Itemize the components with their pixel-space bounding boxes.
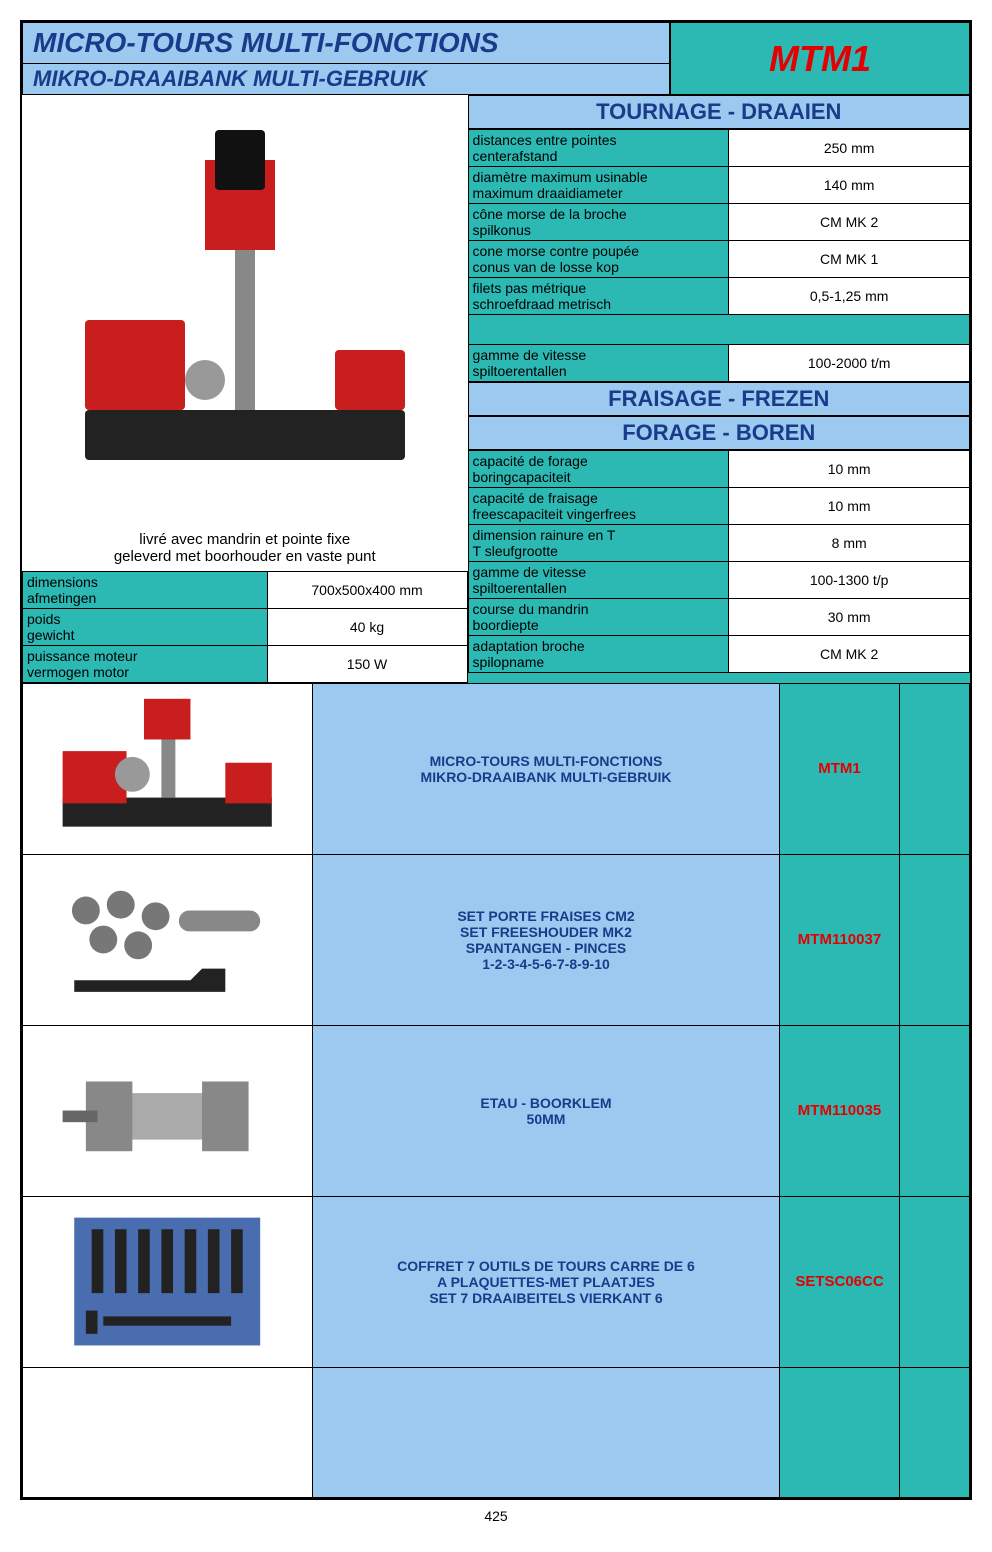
spec-value: 10 mm <box>729 488 970 525</box>
product-spare <box>900 684 970 855</box>
product-code: MTM1 <box>780 684 900 855</box>
product-code: MTM110037 <box>780 854 900 1025</box>
spec-row: course du mandrinboordiepte30 mm <box>468 599 969 636</box>
spec-row: cone morse contre poupéeconus van de los… <box>468 241 969 278</box>
spec-row: filets pas métriqueschroefdraad metrisch… <box>468 278 969 315</box>
title-nl: MIKRO-DRAAIBANK MULTI-GEBRUIK <box>22 63 670 95</box>
spec-label: diamètre maximum usinablemaximum draaidi… <box>468 167 729 204</box>
product-description: MICRO-TOURS MULTI-FONCTIONSMIKRO-DRAAIBA… <box>313 684 780 855</box>
spec-value: 0,5-1,25 mm <box>729 278 970 315</box>
spec-label: distances entre pointescenterafstand <box>468 130 729 167</box>
spec-row: cône morse de la brochespilkonusCM MK 2 <box>468 204 969 241</box>
product-spare <box>900 1367 970 1497</box>
product-description: SET PORTE FRAISES CM2SET FREESHOUDER MK2… <box>313 854 780 1025</box>
right-column: TOURNAGE - DRAAIEN distances entre point… <box>468 95 970 683</box>
product-image <box>23 1367 313 1497</box>
spec-label: gamme de vitessespiltoerentallen <box>468 562 729 599</box>
title-fr: MICRO-TOURS MULTI-FONCTIONS <box>22 22 670 63</box>
catalog-page: MICRO-TOURS MULTI-FONCTIONS MIKRO-DRAAIB… <box>20 20 972 1500</box>
product-spare <box>900 854 970 1025</box>
product-row <box>23 1367 970 1497</box>
spec-label: dimensionsafmetingen <box>23 572 268 609</box>
spec-value: CM MK 2 <box>729 636 970 673</box>
header-titles: MICRO-TOURS MULTI-FONCTIONS MIKRO-DRAAIB… <box>22 22 670 95</box>
caption: livré avec mandrin et pointe fixe geleve… <box>22 525 468 571</box>
product-description: COFFRET 7 OUTILS DE TOURS CARRE DE 6A PL… <box>313 1196 780 1367</box>
spec-label: puissance moteurvermogen motor <box>23 646 268 683</box>
spec-gap <box>468 315 969 345</box>
spec-label: adaptation brochespilopname <box>468 636 729 673</box>
product-code <box>780 1367 900 1497</box>
spec-label: poidsgewicht <box>23 609 268 646</box>
product-image <box>23 854 313 1025</box>
section-tournage: TOURNAGE - DRAAIEN <box>468 95 970 129</box>
spec-row: poidsgewicht40 kg <box>23 609 468 646</box>
spec-row: gamme de vitessespiltoerentallen100-1300… <box>468 562 969 599</box>
spec-row: distances entre pointescenterafstand250 … <box>468 130 969 167</box>
spec-row: capacité de fraisagefreescapaciteit ving… <box>468 488 969 525</box>
spec-label: course du mandrinboordiepte <box>468 599 729 636</box>
spec-row: puissance moteurvermogen motor150 W <box>23 646 468 683</box>
product-image <box>23 684 313 855</box>
spec-label: cône morse de la brochespilkonus <box>468 204 729 241</box>
spec-label: filets pas métriqueschroefdraad metrisch <box>468 278 729 315</box>
product-image <box>23 1196 313 1367</box>
spec-label: dimension rainure en TT sleufgrootte <box>468 525 729 562</box>
spec-row: capacité de forageboringcapaciteit10 mm <box>468 451 969 488</box>
spec-value: 100-2000 t/m <box>729 345 970 382</box>
spec-row: dimension rainure en TT sleufgrootte8 mm <box>468 525 969 562</box>
spec-value: CM MK 2 <box>729 204 970 241</box>
spec-value: 140 mm <box>729 167 970 204</box>
product-spare <box>900 1196 970 1367</box>
model-code: MTM1 <box>670 22 970 95</box>
product-image <box>23 1025 313 1196</box>
spec-value: 700x500x400 mm <box>267 572 467 609</box>
section-fraisage: FRAISAGE - FREZEN <box>468 382 970 416</box>
spec-value: CM MK 1 <box>729 241 970 278</box>
spec-label: gamme de vitessespiltoerentallen <box>468 345 729 382</box>
spec-row: diamètre maximum usinablemaximum draaidi… <box>468 167 969 204</box>
forage-table: capacité de forageboringcapaciteit10 mmc… <box>468 450 970 673</box>
product-code: SETSC06CC <box>780 1196 900 1367</box>
tournage-table: distances entre pointescenterafstand250 … <box>468 129 970 382</box>
spec-label: capacité de forageboringcapaciteit <box>468 451 729 488</box>
spec-label: capacité de fraisagefreescapaciteit ving… <box>468 488 729 525</box>
product-code: MTM110035 <box>780 1025 900 1196</box>
caption-line1: livré avec mandrin et pointe fixe <box>28 531 462 548</box>
spec-value: 250 mm <box>729 130 970 167</box>
product-row: MICRO-TOURS MULTI-FONCTIONSMIKRO-DRAAIBA… <box>23 684 970 855</box>
left-specs-table: dimensionsafmetingen700x500x400 mmpoidsg… <box>22 571 468 683</box>
header: MICRO-TOURS MULTI-FONCTIONS MIKRO-DRAAIB… <box>22 22 970 95</box>
product-description: ETAU - BOORKLEM50MM <box>313 1025 780 1196</box>
product-row: COFFRET 7 OUTILS DE TOURS CARRE DE 6A PL… <box>23 1196 970 1367</box>
product-row: SET PORTE FRAISES CM2SET FREESHOUDER MK2… <box>23 854 970 1025</box>
spec-value: 100-1300 t/p <box>729 562 970 599</box>
spec-value: 30 mm <box>729 599 970 636</box>
page-number: 425 <box>20 1500 972 1532</box>
spec-row: dimensionsafmetingen700x500x400 mm <box>23 572 468 609</box>
spec-value: 8 mm <box>729 525 970 562</box>
spec-value: 10 mm <box>729 451 970 488</box>
spec-label: cone morse contre poupéeconus van de los… <box>468 241 729 278</box>
section-forage: FORAGE - BOREN <box>468 416 970 450</box>
product-description <box>313 1367 780 1497</box>
left-column: livré avec mandrin et pointe fixe geleve… <box>22 95 468 683</box>
product-row: ETAU - BOORKLEM50MM MTM110035 <box>23 1025 970 1196</box>
mid-section: livré avec mandrin et pointe fixe geleve… <box>22 95 970 683</box>
caption-line2: geleverd met boorhouder en vaste punt <box>28 548 462 565</box>
spec-value: 150 W <box>267 646 467 683</box>
product-spare <box>900 1025 970 1196</box>
spec-value: 40 kg <box>267 609 467 646</box>
products-table: MICRO-TOURS MULTI-FONCTIONSMIKRO-DRAAIBA… <box>22 683 970 1498</box>
machine-illustration <box>65 130 425 490</box>
spec-row: gamme de vitessespiltoerentallen100-2000… <box>468 345 969 382</box>
product-photo <box>22 95 468 525</box>
spec-row: adaptation brochespilopnameCM MK 2 <box>468 636 969 673</box>
